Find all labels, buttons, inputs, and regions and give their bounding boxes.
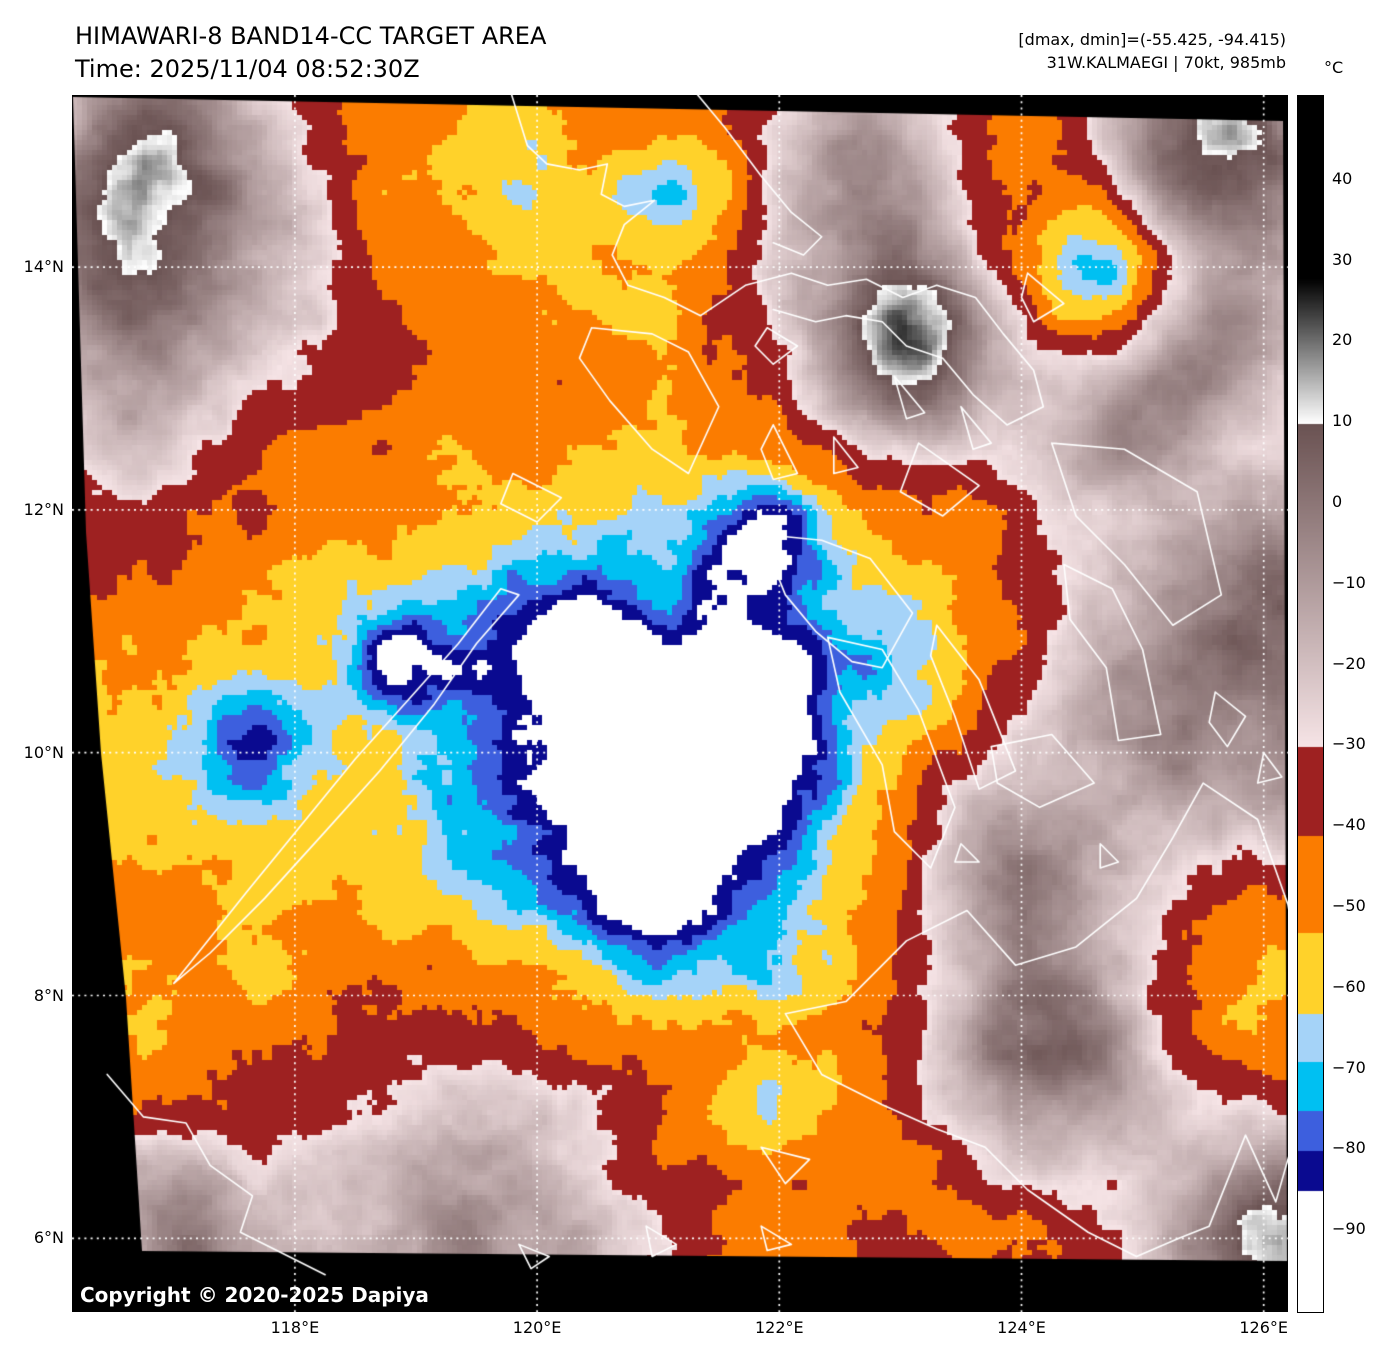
colorbar-tick-label: −60 xyxy=(1332,976,1366,996)
page-title: HIMAWARI-8 BAND14-CC TARGET AREA xyxy=(75,22,547,50)
colorbar-tick-label: 30 xyxy=(1332,249,1353,269)
colorbar-tick-label: 40 xyxy=(1332,168,1353,188)
lon-tick-label: 120°E xyxy=(512,1318,562,1337)
dmax-dmin-annotation: [dmax, dmin]=(-55.425, -94.415) xyxy=(1018,30,1286,49)
lat-tick-label: 14°N xyxy=(23,257,64,277)
colorbar-tick-label: 20 xyxy=(1332,330,1353,350)
temperature-colorbar xyxy=(1297,95,1324,1313)
colorbar-tick-label: −70 xyxy=(1332,1057,1366,1077)
colorbar-tick-label: 10 xyxy=(1332,411,1353,431)
lat-tick-label: 6°N xyxy=(33,1228,64,1248)
lon-tick-label: 126°E xyxy=(1239,1318,1289,1337)
colorbar-tick-label: −90 xyxy=(1332,1219,1366,1239)
colorbar-tick-label: −20 xyxy=(1332,653,1366,673)
colorbar-tick-label: −40 xyxy=(1332,815,1366,835)
map-plot-area: Copyright © 2020-2025 Dapiya xyxy=(72,95,1288,1312)
lon-tick-label: 118°E xyxy=(270,1318,320,1337)
lat-tick-label: 12°N xyxy=(23,499,64,519)
colorbar-tick-label: −80 xyxy=(1332,1138,1366,1158)
colorbar-tick-label: −30 xyxy=(1332,734,1366,754)
colorbar-tick-label: −10 xyxy=(1332,572,1366,592)
colorbar-tick-label: 0 xyxy=(1332,492,1343,512)
lat-tick-label: 8°N xyxy=(33,985,64,1005)
colorbar-tick-label: −50 xyxy=(1332,896,1366,915)
timestamp-label: Time: 2025/11/04 08:52:30Z xyxy=(75,55,420,83)
lat-tick-label: 10°N xyxy=(23,742,64,762)
satellite-map-canvas xyxy=(72,95,1288,1312)
copyright-label: Copyright © 2020-2025 Dapiya xyxy=(80,1283,429,1307)
colorbar-unit-label: °C xyxy=(1324,58,1344,77)
storm-info-annotation: 31W.KALMAEGI | 70kt, 985mb xyxy=(1046,53,1286,72)
lon-tick-label: 122°E xyxy=(754,1318,804,1337)
lon-tick-label: 124°E xyxy=(997,1318,1046,1337)
